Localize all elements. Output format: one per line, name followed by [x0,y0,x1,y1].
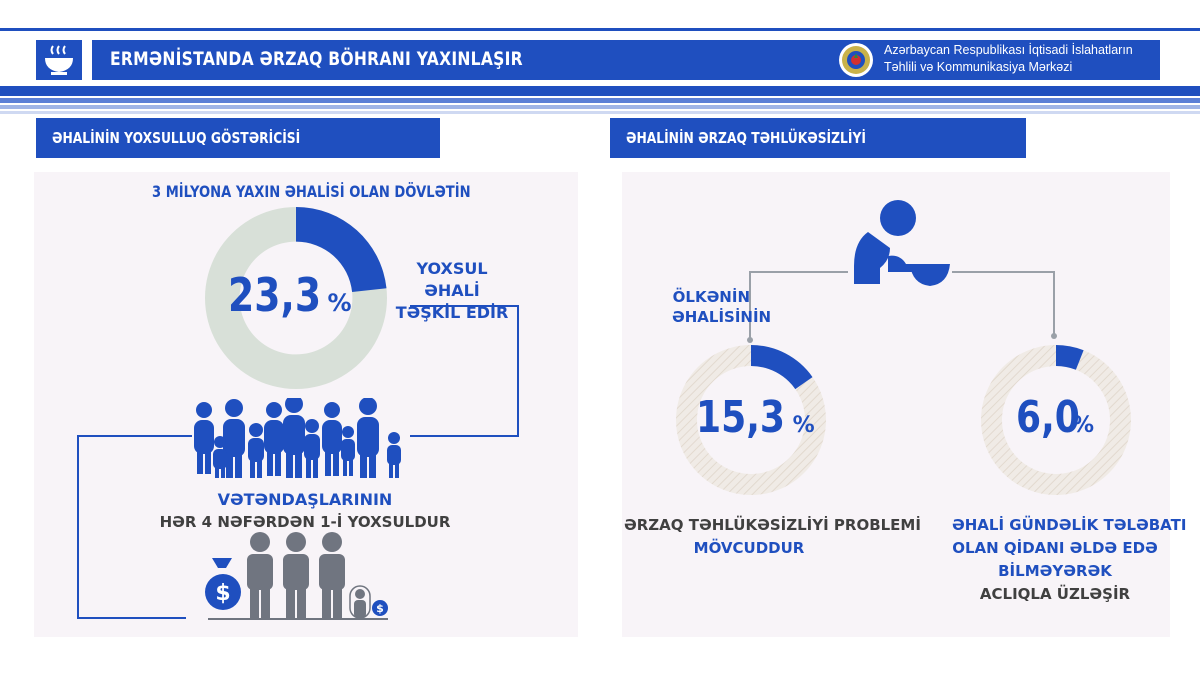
poverty-callout: YOXSUL ƏHALİ TƏŞKİL EDİR [392,258,512,324]
food-insecurity-value: 15,3 [696,392,786,443]
hunger-caption: ƏHALİ GÜNDƏLİK TƏLƏBATI OLAN QİDANI ƏLDƏ… [952,514,1187,606]
food-insecurity-sign: % [792,413,815,438]
poverty-percent: 23,3% [228,268,352,322]
emblem-icon [839,43,873,77]
family-caption: VƏTƏNDAŞLARININ HƏR 4 NƏFƏRDƏN 1-İ YOXSU… [110,489,500,533]
food-insecurity-percent: 15,3% [696,392,815,443]
page-title: ERMƏNİSTANDA ƏRZAQ BÖHRANI YAXINLAŞIR [110,48,523,70]
hunger-percent: 6,0% [1016,392,1094,443]
poverty-percent-value: 23,3 [228,268,322,322]
hunger-value: 6,0 [1016,392,1080,443]
money-bag-icon [205,558,241,610]
hunger-caption-line-3: BİLMƏYƏRƏK [998,562,1112,580]
hunger-ring-chart [981,345,1131,495]
org-line-2: Təhlili və Kommunikasiya Mərkəzi [884,60,1073,74]
section-title-poverty: ƏHALİNİN YOXSULLUQ GÖSTƏRİCİSİ [52,129,301,147]
family-caption-line-1: VƏTƏNDAŞLARININ [217,490,393,509]
header-title-bar [92,40,1160,80]
country-label-line-1: ÖLKƏNİN [672,288,750,306]
money-bag-small-symbol: $ [376,602,384,615]
poverty-callout-line-2: TƏŞKİL EDİR [395,303,509,322]
poverty-donut-segment [296,207,387,292]
food-insecurity-caption-line-1: ƏRZAQ TƏHLÜKƏSİZLİYİ PROBLEMİ [624,516,921,534]
header-top-line [0,28,1200,31]
hungry-person-icon [854,200,950,286]
header-stripes [0,86,1200,114]
hunger-caption-line-4: ACLIQLA ÜZLƏŞİR [979,585,1131,603]
hunger-caption-line-2: OLAN QİDANI ƏLDƏ EDƏ [952,539,1158,557]
food-insecurity-caption-line-2: MÖVCUDDUR [693,539,805,557]
hunger-sign: % [1071,413,1094,438]
hunger-caption-line-1: ƏHALİ GÜNDƏLİK TƏLƏBATI [952,516,1187,534]
food-insecurity-ring-segment [751,345,813,390]
section-tab-food-security: ƏHALİNİN ƏRZAQ TƏHLÜKƏSİZLİYİ [610,118,1026,158]
money-bag-symbol: $ [215,581,230,606]
poverty-percent-sign: % [327,289,352,317]
header-icon-box [36,40,82,80]
poor-people-icon: $ $ [205,532,388,620]
poverty-subtitle: 3 MİLYONA YAXIN ƏHALİSİ OLAN DÖVLƏTİN [152,182,471,201]
hunger-ring-segment [1056,345,1084,370]
poverty-callout-line-1: YOXSUL ƏHALİ [416,259,488,300]
section-tab-poverty: ƏHALİNİN YOXSULLUQ GÖSTƏRİCİSİ [36,118,440,158]
food-insecurity-ring-chart [676,345,826,495]
country-label: ÖLKƏNİN ƏHALİSİNİN [672,287,772,327]
family-caption-line-2: HƏR 4 NƏFƏRDƏN 1-İ YOXSULDUR [159,513,451,531]
section-title-food-security: ƏHALİNİN ƏRZAQ TƏHLÜKƏSİZLİYİ [626,129,866,147]
organization-name: Azərbaycan Respublikası İqtisadi İslahat… [884,42,1133,76]
country-label-line-2: ƏHALİSİNİN [672,308,772,326]
org-line-1: Azərbaycan Respublikası İqtisadi İslahat… [884,43,1133,57]
soup-bowl-icon [45,45,73,75]
family-people-icon [194,398,401,478]
food-security-panel [622,172,1170,637]
poverty-donut-chart [204,207,387,389]
food-insecurity-caption: ƏRZAQ TƏHLÜKƏSİZLİYİ PROBLEMİ MÖVCUDDUR [624,514,921,560]
